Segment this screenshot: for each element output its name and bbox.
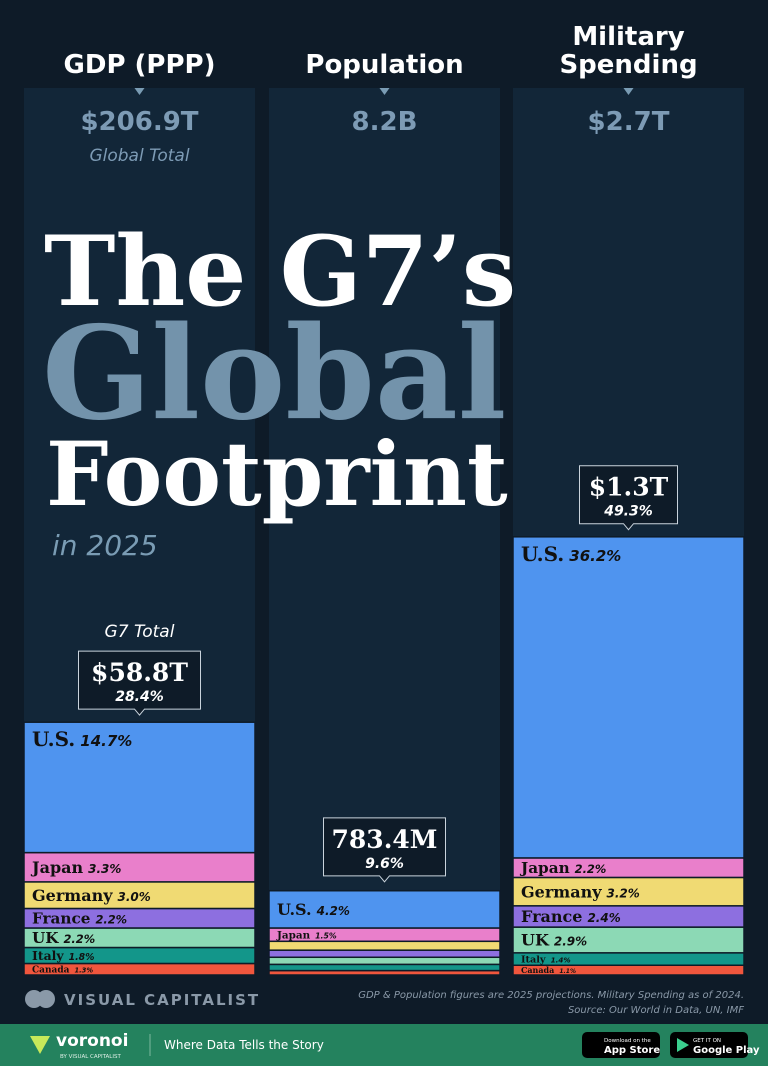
bar-segment	[512, 536, 745, 859]
g7-total-callout	[579, 465, 678, 531]
g7-total-share: 49.3%	[603, 504, 653, 520]
segment-name: Italy	[521, 955, 546, 966]
bar-segment	[512, 926, 745, 954]
app-store-small: Download on the	[604, 1038, 651, 1044]
segment-name: U.S.	[521, 542, 564, 566]
bar-segment	[23, 927, 256, 949]
segment-name: France	[32, 910, 90, 928]
segment-value-label: 1.4%	[551, 956, 571, 965]
segment-value-label: 2.9%	[554, 935, 587, 949]
column-header: GDP (PPP)	[64, 50, 216, 80]
segment-value-label: 4.2%	[316, 904, 350, 918]
g7-total-callout	[323, 817, 446, 883]
segment-name: Canada	[521, 965, 554, 975]
google-play-icon	[677, 1038, 689, 1052]
g7-total-callout	[78, 650, 201, 716]
segment-value-label: 1.1%	[559, 968, 576, 975]
tagline: Where Data Tells the Story	[164, 1038, 324, 1052]
bar-segment	[23, 881, 256, 910]
segment-value-label: 36.2%	[569, 547, 621, 565]
g7-total-label: $58.8T	[91, 658, 188, 687]
bar-segment	[268, 889, 501, 929]
segment-name: UK	[32, 929, 59, 947]
g7-total-label: $1.3T	[589, 473, 669, 502]
segment-name: Japan	[276, 929, 311, 941]
bar-segment	[512, 876, 745, 907]
segment-value-label: 2.2%	[64, 932, 96, 946]
column-header: Population	[305, 50, 463, 80]
segment-name: Japan	[519, 859, 570, 877]
bar-segment	[268, 940, 501, 951]
segment-name: Italy	[32, 948, 64, 963]
segment-value-label: 1.3%	[74, 966, 93, 974]
global-total: $206.9T	[80, 107, 198, 137]
segment-value-label: 3.2%	[607, 886, 640, 900]
global-total-note: Global Total	[89, 146, 189, 166]
bar-segment	[512, 952, 745, 966]
segment-value-label: 3.0%	[118, 890, 151, 904]
segment-name: U.S.	[277, 900, 312, 919]
g7-total-share: 28.4%	[115, 689, 164, 705]
g7-total-share: 9.6%	[365, 856, 404, 872]
header-pointer	[379, 88, 390, 95]
g7-total-note: G7 Total	[105, 622, 175, 642]
title-line-1: The G7’s	[44, 215, 516, 328]
app-store-label: App Store	[604, 1045, 660, 1056]
header-pointer	[134, 88, 145, 95]
bar-segment	[23, 721, 256, 854]
segment-value-label: 2.2%	[95, 913, 127, 927]
logo: voronoi	[56, 1031, 128, 1051]
segment-value-label: 2.2%	[575, 862, 607, 876]
source: Source: Our World in Data, UN, IMF	[568, 1005, 744, 1016]
column-header: Spending	[559, 50, 697, 80]
bar-segment	[268, 956, 501, 966]
segment-value-label: 1.5%	[315, 931, 337, 940]
column-header: Military	[572, 22, 684, 52]
google-play-button[interactable]	[670, 1032, 748, 1058]
segment-name: UK	[521, 931, 550, 950]
bar-segment	[268, 949, 501, 959]
global-total: 8.2B	[352, 107, 418, 137]
segment-value-label: 1.8%	[69, 952, 95, 963]
google-play-small: GET IT ON	[693, 1038, 721, 1044]
subtitle: in 2025	[52, 529, 158, 562]
logo-icon	[30, 1036, 50, 1054]
segment-name: France	[521, 907, 582, 926]
segment-value-label: 2.4%	[587, 911, 620, 925]
brand-name: VISUAL CAPITALIST	[64, 991, 260, 1009]
segment-name: Germany	[32, 886, 113, 905]
segment-value-label: 3.3%	[88, 862, 121, 876]
g7-total-label: 783.4M	[332, 825, 438, 854]
segment-name: Canada	[32, 965, 70, 975]
app-store-button[interactable]	[582, 1032, 660, 1058]
google-play-label: Google Play	[693, 1045, 760, 1056]
segment-name: U.S.	[32, 727, 75, 751]
title-line-2: Global	[42, 299, 506, 449]
note: GDP & Population figures are 2025 projec…	[358, 990, 744, 1001]
header-pointer	[623, 88, 634, 95]
global-total: $2.7T	[588, 107, 670, 137]
title-line-3: Footprint	[46, 422, 508, 526]
segment-value-label: 14.7%	[80, 732, 132, 750]
segment-name: Japan	[30, 858, 83, 877]
bar-segment	[268, 963, 501, 972]
logo-sub: BY VISUAL CAPITALIST	[60, 1054, 121, 1060]
segment-name: Germany	[521, 882, 602, 901]
brand: VISUAL CAPITALIST	[25, 990, 260, 1009]
